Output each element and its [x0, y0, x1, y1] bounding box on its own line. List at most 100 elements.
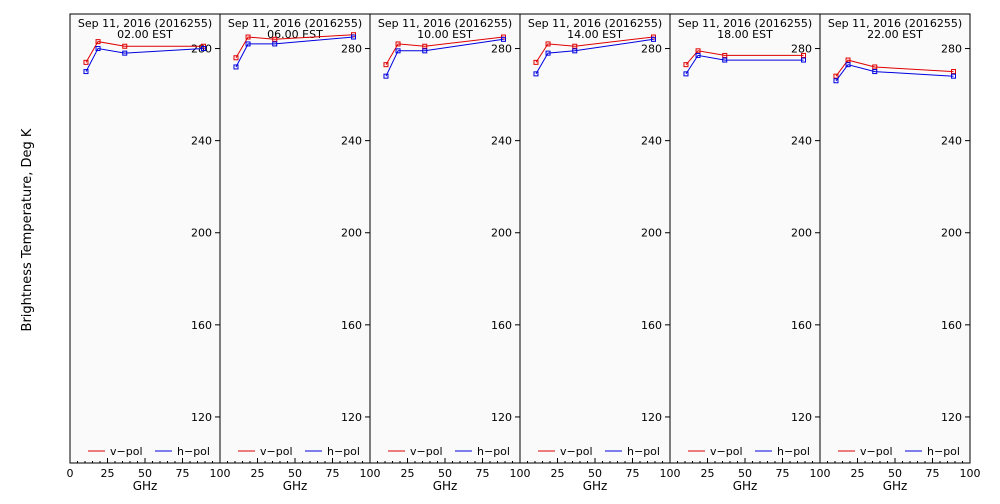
panel-4-x-tick-label: 75: [626, 467, 640, 480]
panel-2-vpol-point: [272, 36, 278, 42]
panel-3-y-tick-label: 200: [491, 227, 512, 240]
panel-6-x-tick-label: 25: [851, 467, 865, 480]
panel-4-y-tick-label: 120: [641, 411, 662, 424]
panel-5-legend-vpol-label: v−pol: [710, 445, 743, 458]
panel-2-series-hpol-line: [235, 36, 354, 68]
panel-4-x-tick-label: 100: [660, 467, 681, 480]
panel-1-series-hpol-line: [85, 47, 204, 72]
panel-1-vpol-point: [83, 59, 89, 65]
panel-1-vpol-point: [122, 43, 128, 49]
panel-6-subtitle: 22.00 EST: [867, 28, 923, 41]
panel-1-x-tick-label: 75: [176, 467, 190, 480]
panel-2-x-axis-label: GHz: [283, 479, 308, 493]
panel-2-y-tick-label: 280: [341, 43, 362, 56]
panel-2-y-tick-label: 160: [341, 319, 362, 332]
panel-5-y-tick-label: 280: [791, 43, 812, 56]
panel-2-x-tick-label: 75: [326, 467, 340, 480]
panel-1-y-tick-label: 120: [191, 411, 212, 424]
panel-6-series-vpol-line: [835, 59, 954, 77]
panel-2-vpol-point: [233, 55, 239, 61]
panel-3-y-tick-label: 160: [491, 319, 512, 332]
panel-1-x-tick-label: 0: [67, 467, 74, 480]
panel-6-series-hpol-line: [835, 64, 954, 82]
panel-5-hpol-point: [695, 52, 701, 58]
panel-2-legend-vpol-label: v−pol: [260, 445, 293, 458]
panel-2-x-tick-label: 50: [288, 467, 302, 480]
panel-4-frame: [519, 13, 671, 464]
panel-5-x-tick-label: 100: [810, 467, 831, 480]
panel-2-y-tick-label: 200: [341, 227, 362, 240]
panel-2-y-tick-label: 240: [341, 135, 362, 148]
panel-1-x-tick-label: 100: [210, 467, 231, 480]
panel-5-x-tick-label: 75: [776, 467, 790, 480]
panel-2-x-tick-label: 100: [360, 467, 381, 480]
panel-6-x-tick-label: 100: [960, 467, 981, 480]
panel-6-title: Sep 11, 2016 (2016255): [828, 17, 962, 30]
panel-6-vpol-point: [872, 64, 878, 70]
panel-5-x-tick-label: 25: [701, 467, 715, 480]
panel-1-x-tick-label: 25: [101, 467, 115, 480]
panel-4-title: Sep 11, 2016 (2016255): [528, 17, 662, 30]
panel-3-x-tick-label: 25: [401, 467, 415, 480]
panel-4-subtitle: 14.00 EST: [567, 28, 623, 41]
panel-6-x-tick-label: 75: [926, 467, 940, 480]
panel-3-legend-vpol-label: v−pol: [410, 445, 443, 458]
panel-3-hpol-point: [422, 48, 428, 54]
panel-1-hpol-point: [83, 69, 89, 75]
panel-4-hpol-point: [533, 71, 539, 77]
panel-5-y-tick-label: 240: [791, 135, 812, 148]
panel-2-hpol-point: [245, 41, 251, 47]
panel-5-vpol-point: [801, 52, 806, 58]
panel-6-hpol-point: [872, 69, 878, 75]
panel-1-hpol-point: [122, 50, 128, 56]
panel-3-subtitle: 10.00 EST: [417, 28, 473, 41]
panel-4-vpol-point: [533, 59, 539, 65]
panel-3-vpol-point: [383, 62, 389, 68]
panel-2-vpol-point: [245, 34, 251, 40]
panel-4-legend-vpol-label: v−pol: [560, 445, 593, 458]
panel-6-x-axis-label: GHz: [883, 479, 908, 493]
panel-6-hpol-point: [845, 62, 851, 68]
panel-5-y-tick-label: 160: [791, 319, 812, 332]
panel-1-subtitle: 02.00 EST: [117, 28, 173, 41]
panel-4-vpol-point: [545, 41, 551, 47]
panel-3-title: Sep 11, 2016 (2016255): [378, 17, 512, 30]
panel-6-vpol-point: [951, 69, 956, 75]
panel-3-hpol-point: [501, 36, 506, 42]
panel-4-hpol-point: [651, 36, 656, 42]
panel-3-y-tick-label: 280: [491, 43, 512, 56]
panel-4-x-axis-label: GHz: [583, 479, 608, 493]
panel-4-x-tick-label: 25: [551, 467, 565, 480]
panel-6-frame: [819, 13, 971, 464]
panel-2-y-tick-label: 120: [341, 411, 362, 424]
panel-1-x-tick-label: 50: [138, 467, 152, 480]
panel-3-y-tick-label: 120: [491, 411, 512, 424]
panel-2-title: Sep 11, 2016 (2016255): [228, 17, 362, 30]
panel-1-x-axis-label: GHz: [133, 479, 158, 493]
panel-6-hpol-point: [951, 73, 956, 79]
panel-3-series-vpol-line: [385, 36, 504, 65]
panel-4-vpol-point: [572, 43, 578, 49]
panel-4-series-hpol-line: [535, 38, 654, 75]
panel-5-title: Sep 11, 2016 (2016255): [678, 17, 812, 30]
panel-2-hpol-point: [351, 34, 356, 40]
panel-6-y-tick-label: 120: [941, 411, 962, 424]
panel-3-frame: [369, 13, 521, 464]
panel-2-series-vpol-line: [235, 34, 354, 58]
panel-4-hpol-point: [572, 48, 578, 54]
panel-1-y-tick-label: 160: [191, 319, 212, 332]
panel-6-legend-vpol-label: v−pol: [860, 445, 893, 458]
panel-5-vpol-point: [695, 48, 701, 54]
panel-5-legend-hpol-label: h−pol: [777, 445, 810, 458]
panel-6-hpol-point: [833, 78, 839, 84]
panel-4-x-tick-label: 50: [588, 467, 602, 480]
panel-6-y-tick-label: 280: [941, 43, 962, 56]
panel-2-x-tick-label: 25: [251, 467, 265, 480]
panel-1-y-tick-label: 240: [191, 135, 212, 148]
panel-3-hpol-point: [383, 73, 389, 79]
panel-1-hpol-point: [201, 46, 206, 52]
panel-6-y-tick-label: 160: [941, 319, 962, 332]
panel-3-x-tick-label: 100: [510, 467, 531, 480]
